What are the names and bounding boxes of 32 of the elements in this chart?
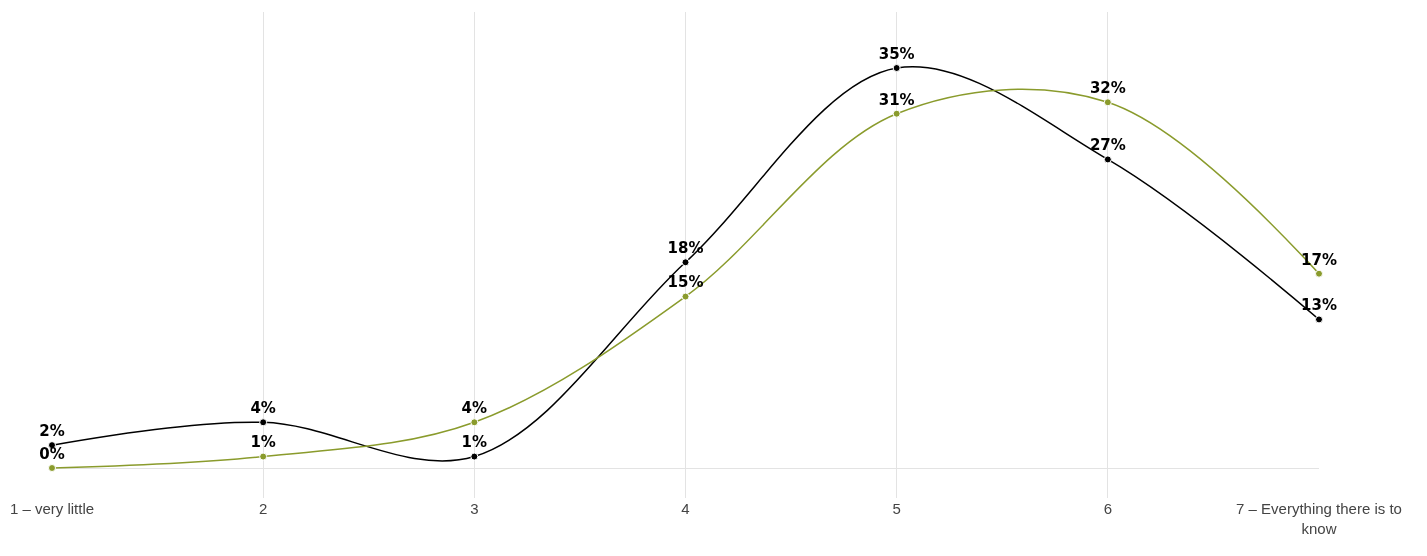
data-label: 15% [667,273,704,292]
x-tick-label: 7 – Everything there is to know [1236,500,1402,537]
point [48,464,56,472]
data-label: 1% [250,433,276,452]
data-label: 13% [1301,296,1337,315]
x-tick-label: 2 [259,500,268,517]
x-tick-label: 4 [681,500,690,517]
x-tick-label: 6 [1103,500,1112,517]
point [681,258,690,267]
data-label: 35% [878,44,915,63]
point [259,418,268,427]
point [1103,98,1112,107]
data-label: 31% [878,90,915,109]
point [1315,269,1323,278]
data-label: 4% [461,399,488,418]
data-label: 0% [39,444,65,463]
point [1315,315,1323,324]
data-label: 32% [1089,79,1126,98]
point [892,109,901,118]
data-label: 4% [250,399,276,418]
point [470,418,479,427]
x-tick-label: 1 – very little [9,500,95,517]
data-label: 2% [39,422,65,441]
x-tick-label: 3 [470,500,479,517]
point [470,452,479,461]
data-label: 27% [1089,136,1126,155]
point [259,452,268,461]
x-tick-label: 5 [892,500,901,517]
point [892,64,901,72]
point [681,292,690,301]
data-label: 1% [461,433,488,452]
point [1103,155,1112,164]
